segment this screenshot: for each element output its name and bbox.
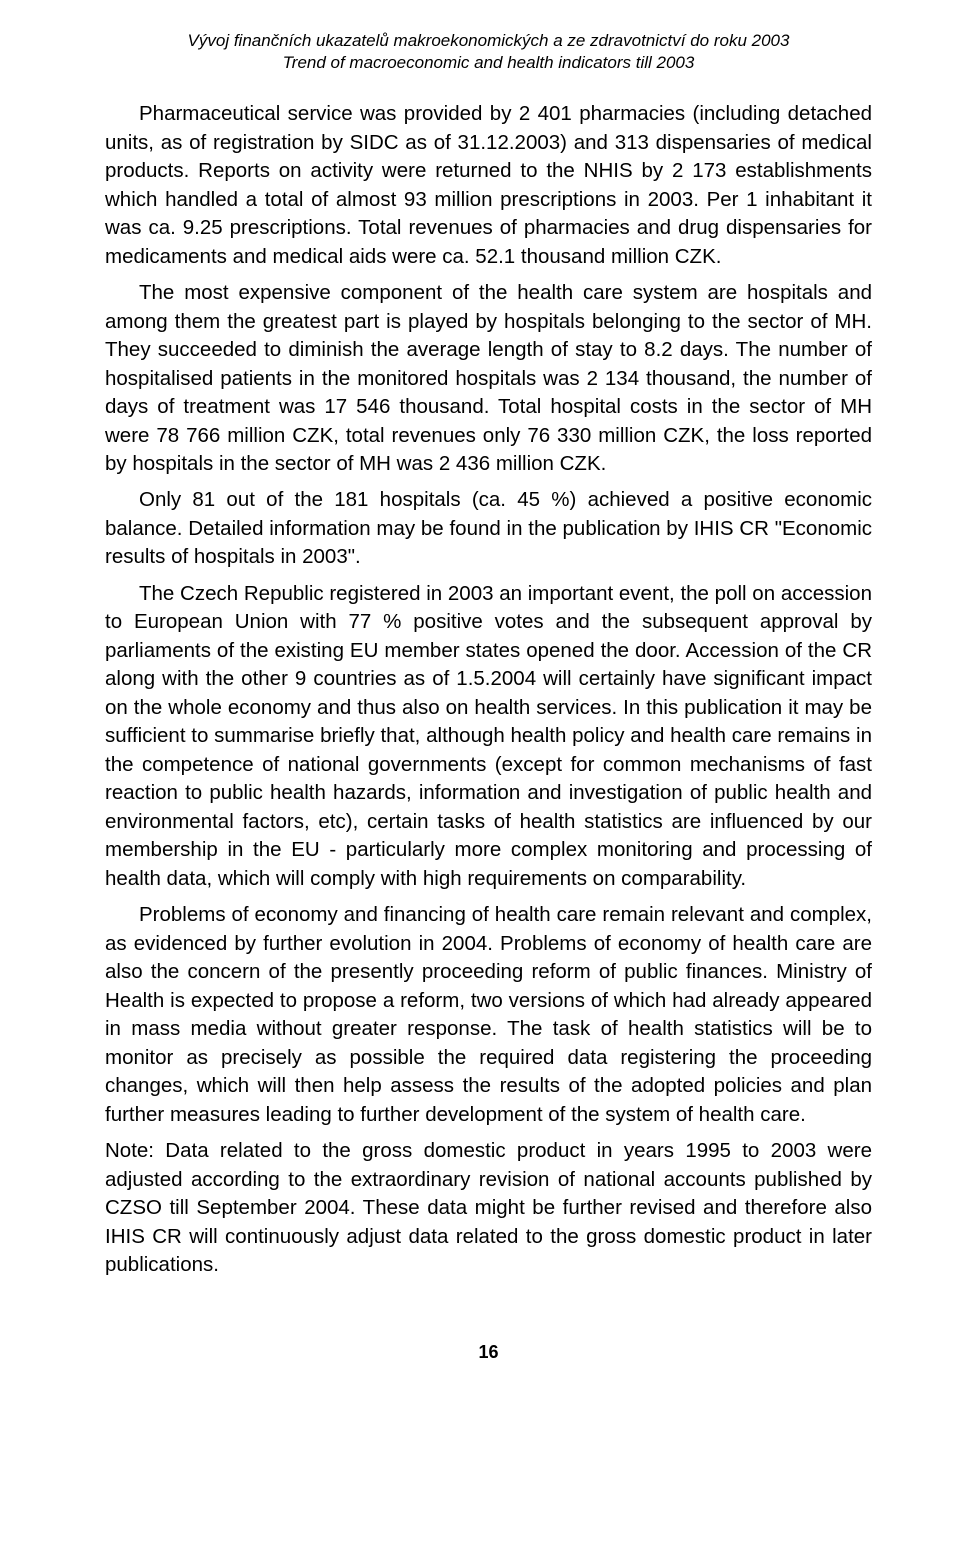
paragraph-1: Pharmaceutical service was provided by 2… — [105, 100, 872, 271]
paragraph-2: The most expensive component of the heal… — [105, 279, 872, 478]
document-page: Vývoj finančních ukazatelů makroekonomic… — [0, 0, 960, 1557]
page-number: 16 — [105, 1342, 872, 1363]
header-line-2: Trend of macroeconomic and health indica… — [105, 52, 872, 74]
paragraph-4: The Czech Republic registered in 2003 an… — [105, 580, 872, 893]
note-paragraph: Note: Data related to the gross domestic… — [105, 1137, 872, 1279]
paragraph-3: Only 81 out of the 181 hospitals (ca. 45… — [105, 486, 872, 571]
paragraph-5: Problems of economy and financing of hea… — [105, 901, 872, 1129]
header-line-1: Vývoj finančních ukazatelů makroekonomic… — [105, 30, 872, 52]
page-header: Vývoj finančních ukazatelů makroekonomic… — [105, 30, 872, 74]
